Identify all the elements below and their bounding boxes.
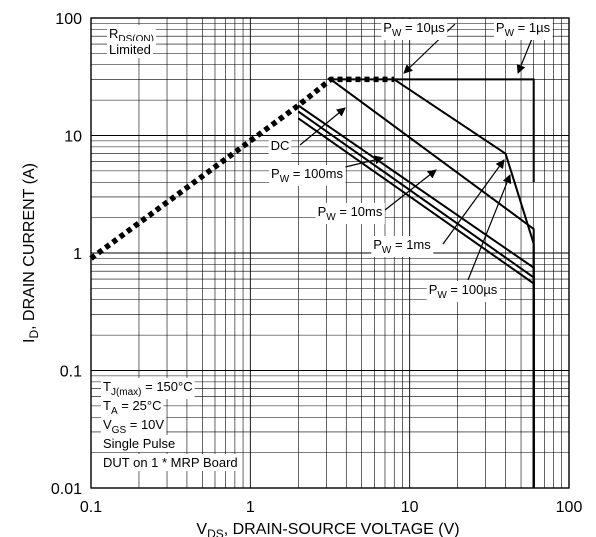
label-pw10ms: PW = 10ms: [318, 204, 383, 223]
label-pw1ms: PW = 1ms: [373, 237, 431, 256]
label-pw10ms-background: [315, 203, 385, 224]
condition-line-1: TJ(max) = 150°C: [103, 379, 193, 398]
plot-frame: [90, 17, 570, 489]
y-tick-label: 1: [73, 246, 82, 263]
label-dc: DC: [271, 138, 290, 153]
y-tick-label: 0.01: [51, 481, 82, 498]
label-dc-background: [268, 137, 292, 154]
y-axis-title: ID, DRAIN CURRENT (A): [21, 163, 41, 343]
label-pw1us-background: [493, 19, 553, 40]
condition-line-1-background: [101, 378, 195, 399]
label-rds-line-2: Limited: [109, 42, 151, 57]
leader-arrow-pw10ms: [384, 169, 437, 211]
label-pw10us: PW = 10µs: [383, 20, 445, 39]
label-pw100ms-background: [269, 165, 346, 186]
label-pw100us-background: [426, 281, 500, 302]
condition-line-5-background: [101, 454, 240, 471]
x-tick-label: 0.1: [80, 499, 102, 516]
condition-line-3-background: [101, 416, 167, 437]
x-tick-label: 10: [401, 499, 419, 516]
condition-line-2: TA = 25°C: [103, 398, 162, 417]
condition-line-4-background: [101, 435, 178, 452]
label-pw100us: PW = 100µs: [429, 282, 498, 301]
condition-line-5: DUT on 1 * MRP Board: [103, 455, 238, 470]
label-rds-line-2-background: [107, 41, 153, 58]
y-tick-label: 10: [64, 129, 82, 146]
label-pw1ms-background: [371, 236, 434, 257]
leader-arrow-pw1ms: [442, 159, 505, 245]
label-pw1us: PW = 1µs: [496, 20, 551, 39]
x-axis-title: VDS, DRAIN-SOURCE VOLTAGE (V): [196, 521, 459, 537]
condition-line-4: Single Pulse: [103, 436, 175, 451]
y-tick-label: 0.1: [60, 364, 82, 381]
label-pw100ms: PW = 100ms: [271, 166, 343, 185]
x-tick-label: 1: [246, 499, 255, 516]
label-rds-line-1: RDS(ON): [109, 26, 154, 45]
axis-title-layer: VDS, DRAIN-SOURCE VOLTAGE (V) ID, DRAIN C…: [21, 163, 460, 537]
label-rds-line-1-background: [107, 25, 156, 46]
condition-line-2-background: [101, 397, 164, 418]
y-tick-label: 100: [55, 11, 82, 28]
condition-line-3: VGS = 10V: [103, 417, 164, 436]
leader-arrow-pw100us: [467, 174, 512, 281]
label-pw10us-background: [381, 19, 448, 40]
leader-arrow-dc: [299, 107, 346, 146]
annotation-layer: RDS(ON)Limited PW = 10µs PW = 1µs DC PW = 10…: [101, 19, 553, 471]
series-p-w-1-s: [394, 78, 535, 183]
x-tick-label: 100: [556, 499, 583, 516]
